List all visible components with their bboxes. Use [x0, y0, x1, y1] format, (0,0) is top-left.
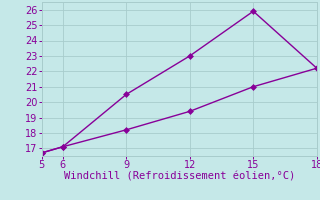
X-axis label: Windchill (Refroidissement éolien,°C): Windchill (Refroidissement éolien,°C): [64, 172, 295, 182]
